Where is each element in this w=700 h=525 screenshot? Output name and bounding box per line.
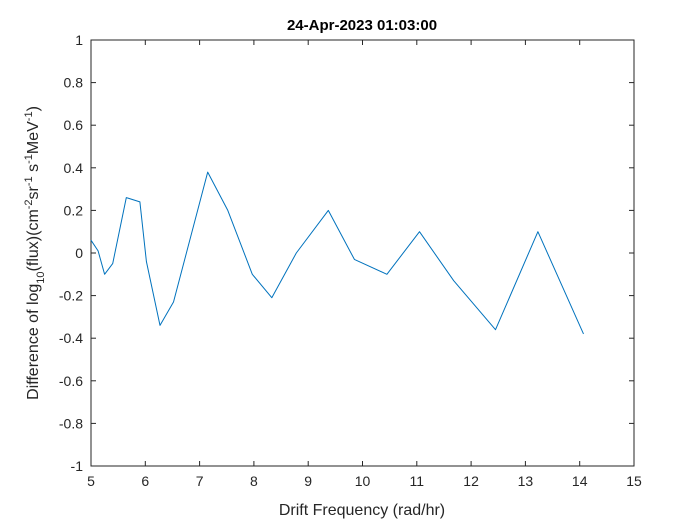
plot-area [90,39,635,467]
x-tick-label: 6 [141,473,149,489]
x-tick-label: 13 [518,473,534,489]
x-axis-label: Drift Frequency (rad/hr) [279,502,445,519]
x-tick-label: 12 [463,473,479,489]
x-tick-label: 14 [572,473,588,489]
x-tick-labels: 5 6 7 8 9 10 11 12 13 14 15 [87,473,642,489]
y-tick-label: 0 [75,245,83,261]
x-tick-label: 8 [250,473,258,489]
ticks [90,39,635,467]
y-tick-label: 0.2 [64,202,84,218]
x-tick-label: 10 [355,473,371,489]
y-tick-label: -0.6 [59,373,83,389]
y-tick-label: -1 [71,458,84,474]
y-tick-label: 0.8 [64,75,84,91]
y-tick-label: -0.4 [59,330,83,346]
x-tick-label: 7 [196,473,204,489]
x-tick-label: 9 [304,473,312,489]
y-tick-label: 0.4 [64,160,84,176]
series-line [90,171,584,335]
y-tick-label: -0.8 [59,415,83,431]
series-group [90,171,584,335]
x-tick-label: 15 [626,473,642,489]
y-tick-label: -0.2 [59,288,83,304]
y-axis-label: Difference of log10(flux)(cm-2sr-1 s-1Me… [23,106,47,400]
y-tick-label: 1 [75,32,83,48]
x-tick-label: 11 [410,473,425,489]
x-tick-label: 5 [87,473,95,489]
chart-title: 24-Apr-2023 01:03:00 [287,17,437,34]
y-tick-label: 0.6 [64,117,84,133]
y-tick-labels: -1 -0.8 -0.6 -0.4 -0.2 0 0.2 0.4 0.6 0.8 1 [59,32,83,474]
